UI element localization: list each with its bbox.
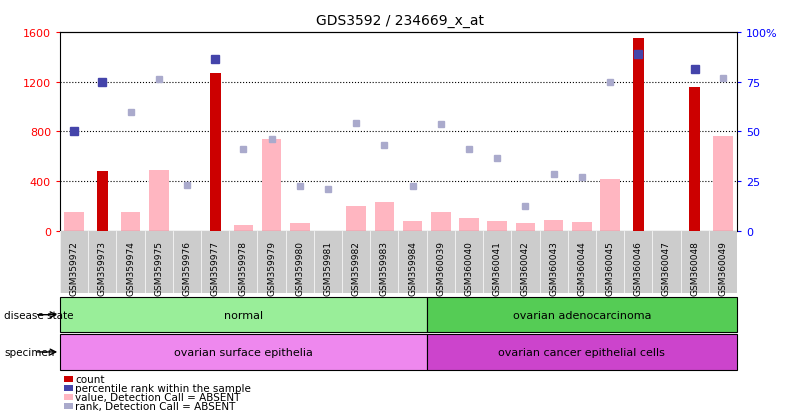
Bar <box>290 224 310 231</box>
Text: GSM360040: GSM360040 <box>465 240 473 295</box>
Text: GSM359974: GSM359974 <box>126 240 135 295</box>
Bar <box>346 206 366 231</box>
Bar <box>121 213 140 231</box>
Bar <box>459 219 479 231</box>
Text: GSM360048: GSM360048 <box>690 240 699 295</box>
Text: GSM360047: GSM360047 <box>662 240 671 295</box>
Text: rank, Detection Call = ABSENT: rank, Detection Call = ABSENT <box>75 401 235 411</box>
Bar <box>713 137 733 231</box>
Text: disease state: disease state <box>4 310 74 320</box>
Bar <box>689 88 700 231</box>
Text: GSM359972: GSM359972 <box>70 240 78 295</box>
Text: normal: normal <box>223 310 263 320</box>
Text: GSM359979: GSM359979 <box>267 240 276 295</box>
Text: GDS3592 / 234669_x_at: GDS3592 / 234669_x_at <box>316 14 485 28</box>
Bar <box>97 172 108 231</box>
Text: GSM359980: GSM359980 <box>296 240 304 295</box>
Bar <box>516 224 535 231</box>
Text: GSM359977: GSM359977 <box>211 240 219 295</box>
Bar <box>403 221 422 231</box>
Text: percentile rank within the sample: percentile rank within the sample <box>75 383 252 393</box>
Bar <box>427 297 737 332</box>
Text: ovarian surface epithelia: ovarian surface epithelia <box>174 347 313 357</box>
Text: GSM360039: GSM360039 <box>437 240 445 295</box>
Text: GSM360041: GSM360041 <box>493 240 501 295</box>
Text: GSM359975: GSM359975 <box>155 240 163 295</box>
Bar <box>375 203 394 231</box>
Bar <box>633 39 644 231</box>
Text: GSM360043: GSM360043 <box>549 240 558 295</box>
Bar <box>572 222 592 231</box>
Bar <box>262 140 281 231</box>
Text: GSM359982: GSM359982 <box>352 240 360 295</box>
Bar <box>64 213 84 231</box>
Text: ovarian adenocarcinoma: ovarian adenocarcinoma <box>513 310 651 320</box>
Bar <box>431 213 451 231</box>
Bar <box>427 335 737 370</box>
Bar <box>60 297 427 332</box>
Text: GSM359976: GSM359976 <box>183 240 191 295</box>
Text: GSM360046: GSM360046 <box>634 240 642 295</box>
Bar <box>149 171 169 231</box>
Text: specimen: specimen <box>4 347 54 357</box>
Bar <box>600 179 620 231</box>
Text: GSM359981: GSM359981 <box>324 240 332 295</box>
Text: GSM360045: GSM360045 <box>606 240 614 295</box>
Text: GSM359978: GSM359978 <box>239 240 248 295</box>
Text: count: count <box>75 374 105 384</box>
Text: GSM360049: GSM360049 <box>718 240 727 295</box>
Text: GSM359984: GSM359984 <box>408 240 417 295</box>
Bar <box>544 220 563 231</box>
Text: GSM359983: GSM359983 <box>380 240 389 295</box>
Text: GSM360042: GSM360042 <box>521 240 530 295</box>
Bar <box>210 74 221 231</box>
Text: ovarian cancer epithelial cells: ovarian cancer epithelial cells <box>498 347 666 357</box>
Text: GSM359973: GSM359973 <box>98 240 107 295</box>
Bar <box>60 335 427 370</box>
Bar <box>234 225 253 231</box>
Text: GSM360044: GSM360044 <box>578 240 586 295</box>
Text: value, Detection Call = ABSENT: value, Detection Call = ABSENT <box>75 392 240 402</box>
Bar <box>487 221 507 231</box>
